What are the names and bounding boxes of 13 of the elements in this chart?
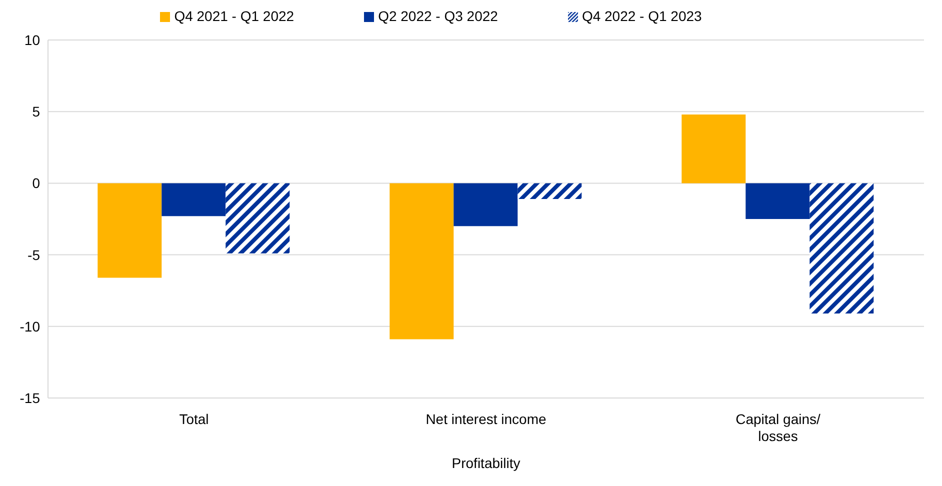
x-tick-label: Capital gains/ losses xyxy=(736,411,821,444)
legend-label: Q4 2021 - Q1 2022 xyxy=(174,8,294,24)
legend-label: Q4 2022 - Q1 2023 xyxy=(582,8,702,24)
y-tick-label: 10 xyxy=(24,32,40,48)
x-tick-label: Net interest income xyxy=(426,411,547,427)
y-tick-label: 0 xyxy=(32,175,40,192)
x-tick-label: Total xyxy=(179,411,209,427)
y-tick-label: -10 xyxy=(20,318,40,334)
y-tick-label: -15 xyxy=(20,390,40,406)
y-tick-label: -5 xyxy=(28,246,40,263)
legend-label: Q2 2022 - Q3 2022 xyxy=(378,8,498,24)
x-axis-title: Profitability xyxy=(452,455,520,471)
y-tick-label: 5 xyxy=(32,104,40,120)
